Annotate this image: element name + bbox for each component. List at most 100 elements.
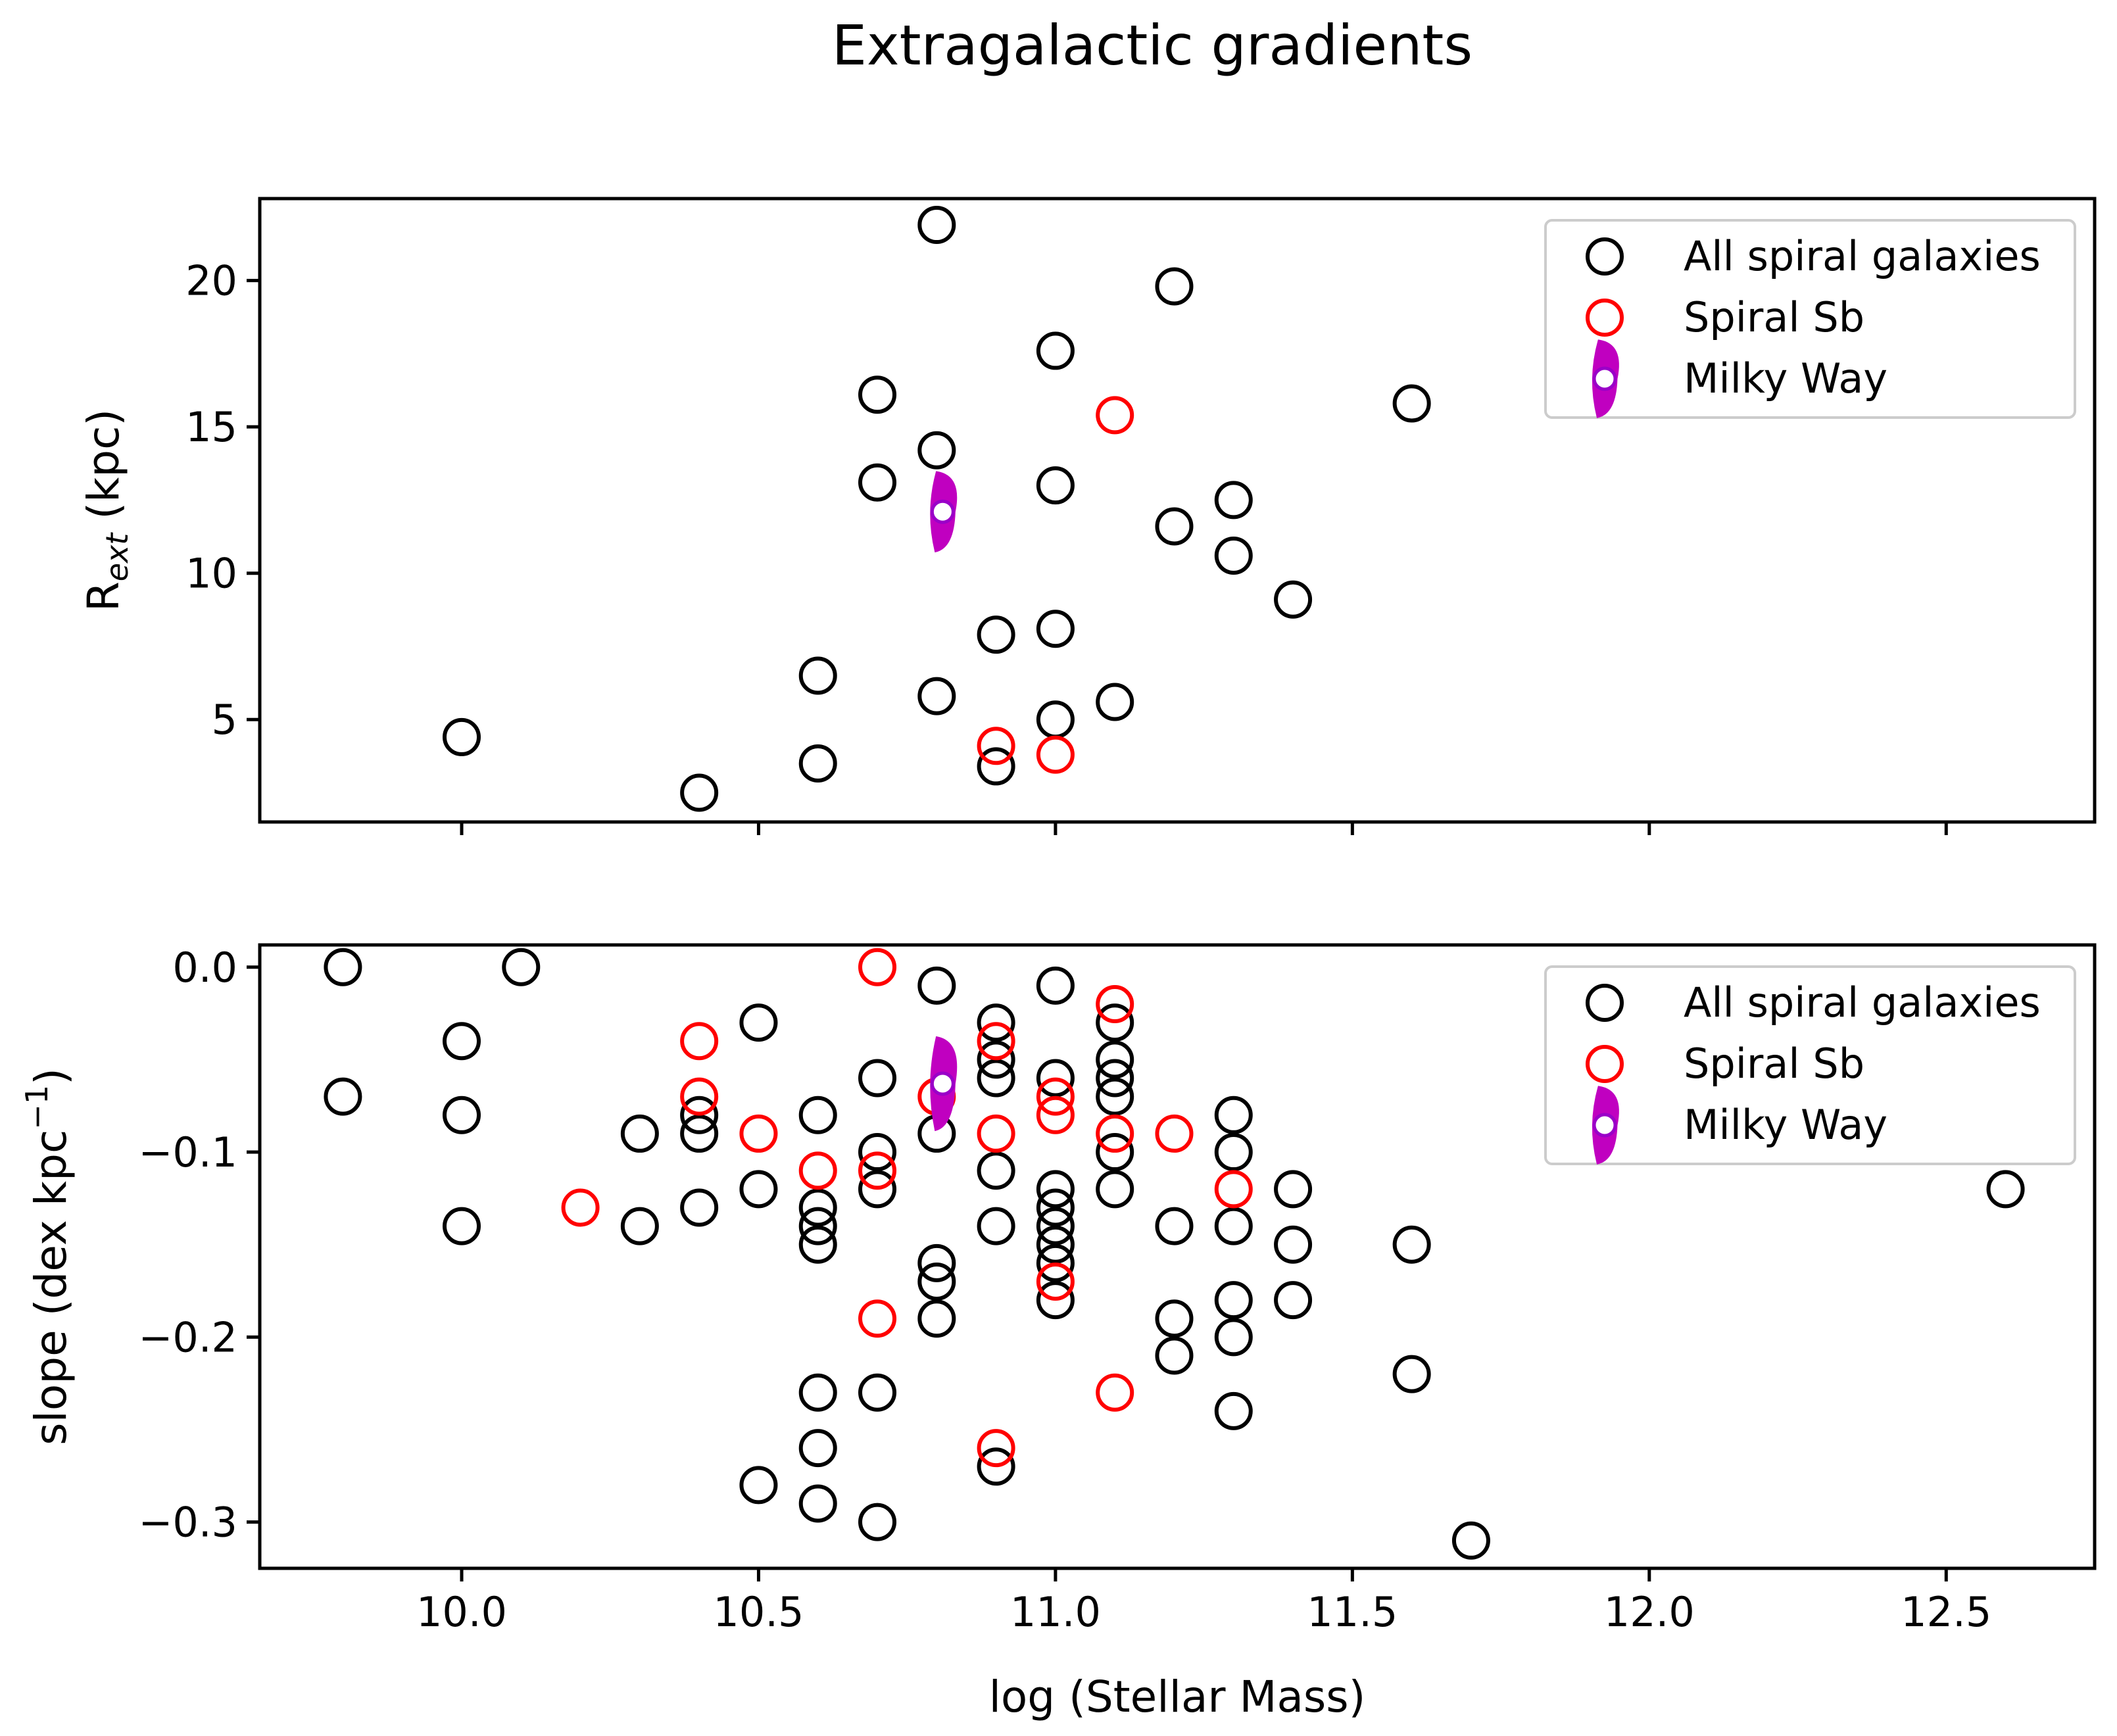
top-ylabel-main: R (78, 581, 129, 612)
bottom-ytick-label: −0.2 (138, 1313, 237, 1361)
top-all-spiral-point (1036, 610, 1075, 648)
bottom-spiral-sb-point (1096, 985, 1134, 1024)
top-all-spiral-point (1214, 536, 1253, 575)
top-legend-sb-label: Spiral Sb (1684, 293, 1864, 341)
bottom-all-spiral-point (798, 1225, 837, 1264)
top-all-spiral-point (917, 206, 956, 245)
bottom-all-spiral-point (917, 1262, 956, 1301)
bottom-ytick-label: −0.1 (138, 1128, 237, 1176)
x-axis-label: log (Stellar Mass) (989, 1672, 1366, 1722)
bottom-all-spiral-point (977, 1059, 1015, 1097)
top-legend-mw-label: Milky Way (1684, 354, 1887, 402)
bottom-spiral-sb-point (977, 1114, 1015, 1153)
top-all-spiral-point (1214, 481, 1253, 519)
bottom-axes-frame (258, 943, 2097, 1570)
bottom-all-spiral-point (1214, 1133, 1253, 1172)
figure-title: Extragalactic gradients (832, 13, 1472, 78)
top-all-spiral-point (1155, 507, 1194, 546)
bottom-all-spiral-point (324, 948, 362, 986)
bottom-all-spiral-point (442, 1022, 481, 1061)
bottom-all-spiral-point (1274, 1225, 1313, 1264)
top-all-spiral-point (1096, 683, 1134, 721)
top-axes-frame (258, 197, 2097, 824)
bottom-ytick-label: −0.3 (138, 1499, 237, 1547)
bottom-spiral-sb-point (1096, 1373, 1134, 1412)
bottom-all-spiral-point (620, 1207, 659, 1245)
top-legend-sb-marker (1586, 299, 1624, 337)
bottom-spiral-sb-point (977, 1429, 1015, 1468)
bottom-panel: 10.0 10.5 11.0 11.5 12.0 12.50.0−0.1−0.2−0.3 … (19, 943, 2097, 1722)
bottom-ytick-label: 0.0 (172, 944, 237, 992)
bottom-ylabel-end: ) (26, 1068, 76, 1085)
bottom-all-spiral-point (680, 1114, 719, 1153)
top-legend-milky-way-center (1592, 366, 1617, 391)
bottom-all-spiral-point (1096, 1170, 1134, 1209)
top-ytick-label: 20 (185, 257, 237, 305)
bottom-all-spiral-point (1036, 966, 1075, 1005)
top-legend-all-marker (1586, 237, 1624, 276)
top-all-spiral-point (442, 717, 481, 756)
bottom-all-spiral-point (798, 1188, 837, 1227)
bottom-all-spiral-point (917, 1299, 956, 1338)
bottom-spiral-sb-point (680, 1077, 719, 1116)
bottom-all-spiral-point (1096, 1003, 1134, 1042)
bottom-all-spiral-point (1214, 1096, 1253, 1134)
bottom-xtick-label: 11.5 (1307, 1588, 1398, 1636)
top-all-spiral-point (1155, 267, 1194, 306)
top-ytick-label: 5 (212, 696, 237, 744)
bottom-all-spiral-point (1214, 1318, 1253, 1357)
bottom-xtick-label: 12.5 (1901, 1588, 1991, 1636)
top-spiral-sb-point (1036, 735, 1075, 774)
bottom-all-spiral-point (442, 1096, 481, 1134)
bottom-all-spiral-point (739, 1466, 778, 1505)
bottom-all-spiral-point (1036, 1243, 1075, 1282)
bottom-all-spiral-point (977, 1447, 1015, 1486)
bottom-axis-ticks: 10.0 10.5 11.0 11.5 12.0 12.5 0.0 −0.1 −0.2 −0.3 (138, 944, 1991, 1636)
bottom-all-spiral-point (1274, 1170, 1313, 1209)
top-panel: 5 10 15 20 Rext (kpc) All spiral galaxies S… (78, 197, 2097, 835)
bottom-all-spiral-point (324, 1077, 362, 1116)
bottom-xtick-label: 10.5 (713, 1588, 804, 1636)
top-all-spiral-point (977, 615, 1015, 654)
bottom-all-spiral-point (1451, 1521, 1490, 1560)
bottom-all-spiral-point (1392, 1225, 1431, 1264)
top-legend-mw-marker (1592, 339, 1619, 418)
bottom-legend-frame (1544, 965, 2076, 1165)
bottom-spiral-sb-point (1036, 1077, 1075, 1116)
bottom-all-spiral-point (1155, 1299, 1194, 1338)
bottom-all-spiral-point (798, 1096, 837, 1134)
bottom-all-spiral-point (798, 1207, 837, 1245)
top-all-spiral-point (858, 375, 897, 414)
bottom-legend-all-label: All spiral galaxies (1684, 978, 2041, 1026)
top-legend-frame (1544, 219, 2076, 419)
bottom-all-spiral-point (977, 1151, 1015, 1190)
top-spiral-sb-point (1096, 396, 1134, 435)
top-axis-ticks: 5 10 15 20 (185, 257, 1948, 835)
bottom-all-spiral-point (858, 1373, 897, 1412)
bottom-all-spiral-point (977, 1207, 1015, 1245)
bottom-all-spiral-point (798, 1373, 837, 1412)
bottom-legend: All spiral galaxies Spiral Sb Milky Way (1544, 965, 2076, 1165)
bottom-y-axis-label: slope (dex kpc−1) (19, 1068, 76, 1445)
top-markers (442, 206, 1431, 812)
bottom-all-spiral-point (1155, 1336, 1194, 1375)
top-all-spiral-point (680, 773, 719, 812)
top-all-spiral-point (1392, 384, 1431, 423)
bottom-all-spiral-point (917, 1243, 956, 1282)
top-legend: All spiral galaxies Spiral Sb Milky Way (1544, 219, 2076, 419)
top-ylabel-unit: (kpc) (78, 409, 129, 533)
bottom-all-spiral-point (1096, 1040, 1134, 1079)
bottom-all-spiral-point (739, 1170, 778, 1209)
bottom-all-spiral-point (1036, 1207, 1075, 1245)
bottom-spiral-sb-point (977, 1022, 1015, 1061)
bottom-all-spiral-point (620, 1114, 659, 1153)
top-all-spiral-point (1274, 580, 1313, 619)
bottom-all-spiral-point (739, 1003, 778, 1042)
bottom-legend-mw-marker (1592, 1086, 1619, 1165)
bottom-legend-all-marker (1586, 984, 1624, 1022)
bottom-legend-milky-way-center (1592, 1113, 1617, 1138)
bottom-all-spiral-point (858, 1170, 897, 1209)
bottom-spiral-sb-point (561, 1188, 600, 1227)
bottom-markers (324, 948, 2025, 1560)
